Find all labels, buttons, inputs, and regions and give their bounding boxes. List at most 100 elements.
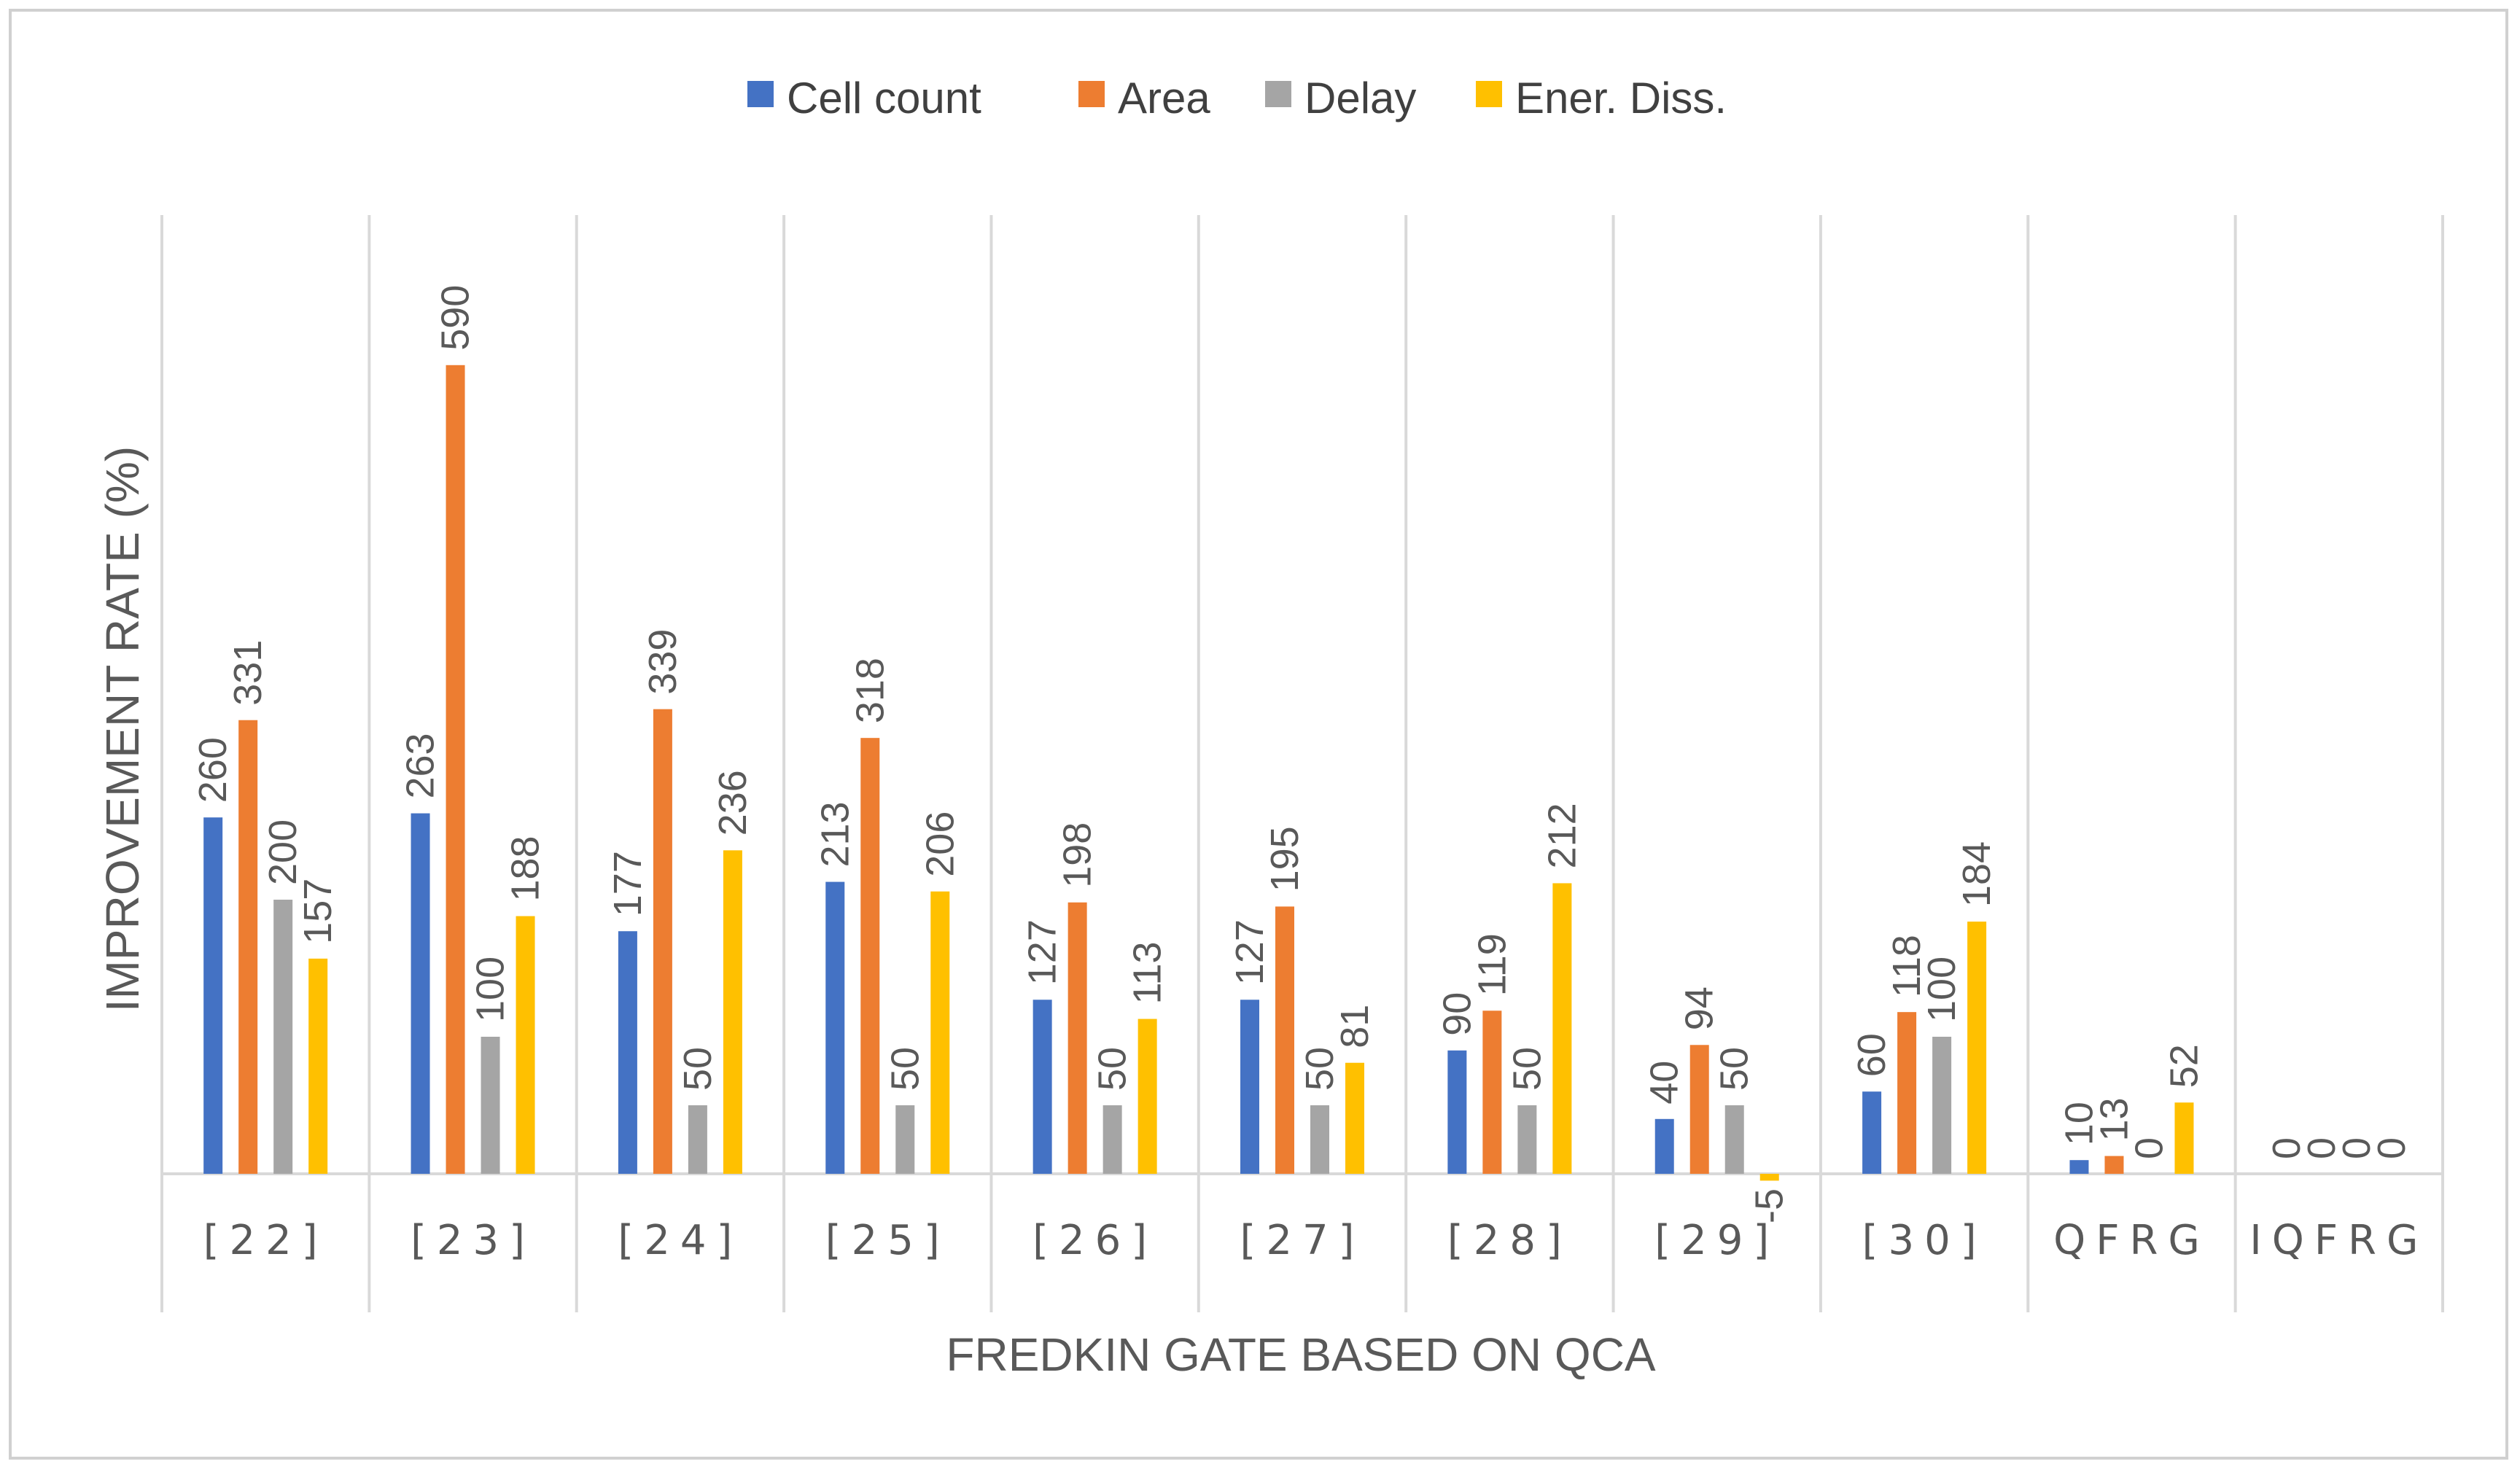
bar-ener-diss: [930, 891, 950, 1174]
legend-swatch-cell-count[interactable]: [747, 81, 774, 107]
data-label-area: 13: [2092, 1097, 2136, 1141]
bar-ener-diss: [308, 958, 328, 1174]
data-label-area: 590: [434, 285, 478, 351]
bar-area: [1897, 1012, 1917, 1174]
data-label-ener-diss: 157: [296, 879, 340, 944]
data-label-area: 198: [1056, 822, 1100, 888]
data-label-cell-count: 127: [1228, 919, 1272, 985]
x-tick-label: [22]: [203, 1217, 328, 1264]
data-label-ener-diss: 0: [2370, 1137, 2414, 1159]
data-label-cell-count: 127: [1021, 919, 1065, 985]
bar-ener-diss: [516, 916, 535, 1174]
data-label-area: 118: [1885, 935, 1929, 997]
data-label-delay: 0: [2335, 1137, 2379, 1159]
data-label-area: 318: [848, 658, 892, 723]
bar-cell-count: [411, 813, 430, 1174]
bar-delay: [895, 1105, 915, 1174]
bar-ener-diss: [1345, 1062, 1364, 1174]
bar-delay: [1517, 1105, 1537, 1174]
data-label-delay: 50: [1298, 1047, 1342, 1091]
bar-cell-count: [1654, 1118, 1674, 1174]
bar-ener-diss: [1967, 922, 1987, 1174]
legend-swatch-ener-diss[interactable]: [1476, 81, 1502, 107]
bar-area: [653, 709, 672, 1174]
data-label-ener-diss: 184: [1955, 841, 1999, 907]
bar-area: [1275, 906, 1294, 1174]
x-tick-label: [26]: [1032, 1217, 1157, 1264]
data-label-cell-count: 213: [813, 801, 857, 867]
data-label-delay: 100: [469, 957, 513, 1022]
bar-cell-count: [2069, 1160, 2089, 1174]
data-label-ener-diss: 188: [504, 836, 548, 901]
bar-cell-count: [1240, 1000, 1259, 1174]
plot-area: [22]260331200157[23]263590100188[24]1773…: [160, 215, 2444, 1312]
bar-area: [1482, 1010, 1502, 1174]
data-label-ener-diss: 206: [918, 811, 962, 877]
bar-area: [446, 365, 465, 1174]
data-label-delay: 100: [1920, 957, 1964, 1022]
bar-ener-diss: [1552, 883, 1572, 1174]
data-label-ener-diss: 52: [2162, 1044, 2206, 1088]
legend-label-delay[interactable]: Delay: [1304, 74, 1416, 122]
bar-delay: [1310, 1105, 1329, 1174]
bar-area: [1068, 902, 1087, 1174]
data-label-delay: 50: [1713, 1047, 1757, 1091]
x-tick-label: [23]: [411, 1217, 535, 1264]
bar-cell-count: [203, 817, 223, 1174]
data-label-cell-count: 177: [606, 851, 650, 916]
x-axis-title: FREDKIN GATE BASED ON QCA: [946, 1328, 1656, 1381]
y-axis-title: IMPROVEMENT RATE (%): [96, 446, 149, 1012]
x-tick-label: [29]: [1654, 1217, 1779, 1264]
data-label-ener-diss: 236: [711, 770, 755, 836]
data-label-area: 331: [226, 640, 270, 706]
chart-frame: [9, 9, 2508, 1460]
bar-ener-diss: [1138, 1019, 1157, 1174]
data-label-delay: 0: [2127, 1137, 2171, 1159]
x-tick-label: [28]: [1447, 1217, 1572, 1264]
bar-delay: [1724, 1105, 1744, 1174]
bar-cell-count: [825, 881, 845, 1174]
x-tick-label: QFRG: [2053, 1217, 2210, 1264]
data-label-ener-diss: 212: [1540, 803, 1584, 868]
legend-label-area[interactable]: Area: [1118, 74, 1210, 122]
bar-cell-count: [1032, 1000, 1052, 1174]
data-label-ener-diss: 113: [1126, 941, 1170, 1004]
data-label-area: 195: [1263, 826, 1307, 892]
bar-ener-diss: [1759, 1174, 1779, 1181]
bar-ener-diss: [723, 850, 742, 1174]
data-label-cell-count: 0: [2265, 1137, 2309, 1159]
data-label-cell-count: 60: [1850, 1033, 1894, 1077]
legend-label-cell-count[interactable]: Cell count: [787, 74, 981, 122]
data-label-area: 119: [1470, 933, 1514, 996]
bar-cell-count: [1862, 1091, 1882, 1174]
data-label-cell-count: 90: [1435, 992, 1479, 1036]
data-label-ener-diss: 81: [1333, 1005, 1377, 1048]
legend-swatch-delay[interactable]: [1265, 81, 1291, 107]
data-label-delay: 50: [1505, 1047, 1549, 1091]
bar-ener-diss: [2174, 1102, 2194, 1174]
data-label-cell-count: 10: [2057, 1102, 2101, 1145]
data-label-delay: 50: [883, 1047, 927, 1091]
bar-area: [860, 738, 880, 1174]
bar-area: [238, 720, 258, 1174]
data-label-area: 94: [1678, 986, 1722, 1030]
data-label-area: 339: [641, 629, 685, 695]
x-tick-label: [25]: [825, 1217, 950, 1264]
bar-cell-count: [618, 931, 637, 1174]
bar-delay: [1932, 1037, 1952, 1174]
x-tick-label: [30]: [1862, 1217, 1987, 1264]
data-label-area: 0: [2300, 1137, 2344, 1159]
legend: Cell count Area Delay Ener. Diss.: [747, 74, 1727, 122]
legend-label-ener-diss[interactable]: Ener. Diss.: [1515, 74, 1727, 122]
x-tick-label: [24]: [618, 1217, 742, 1264]
bar-cell-count: [1447, 1050, 1467, 1174]
bar-area: [2104, 1156, 2124, 1174]
bar-delay: [481, 1037, 500, 1174]
data-label-cell-count: 40: [1643, 1061, 1687, 1105]
legend-swatch-area[interactable]: [1078, 81, 1105, 107]
bar-delay: [273, 900, 293, 1174]
data-label-delay: 50: [676, 1047, 720, 1091]
data-label-cell-count: 260: [191, 737, 235, 803]
bar-delay: [688, 1105, 707, 1174]
